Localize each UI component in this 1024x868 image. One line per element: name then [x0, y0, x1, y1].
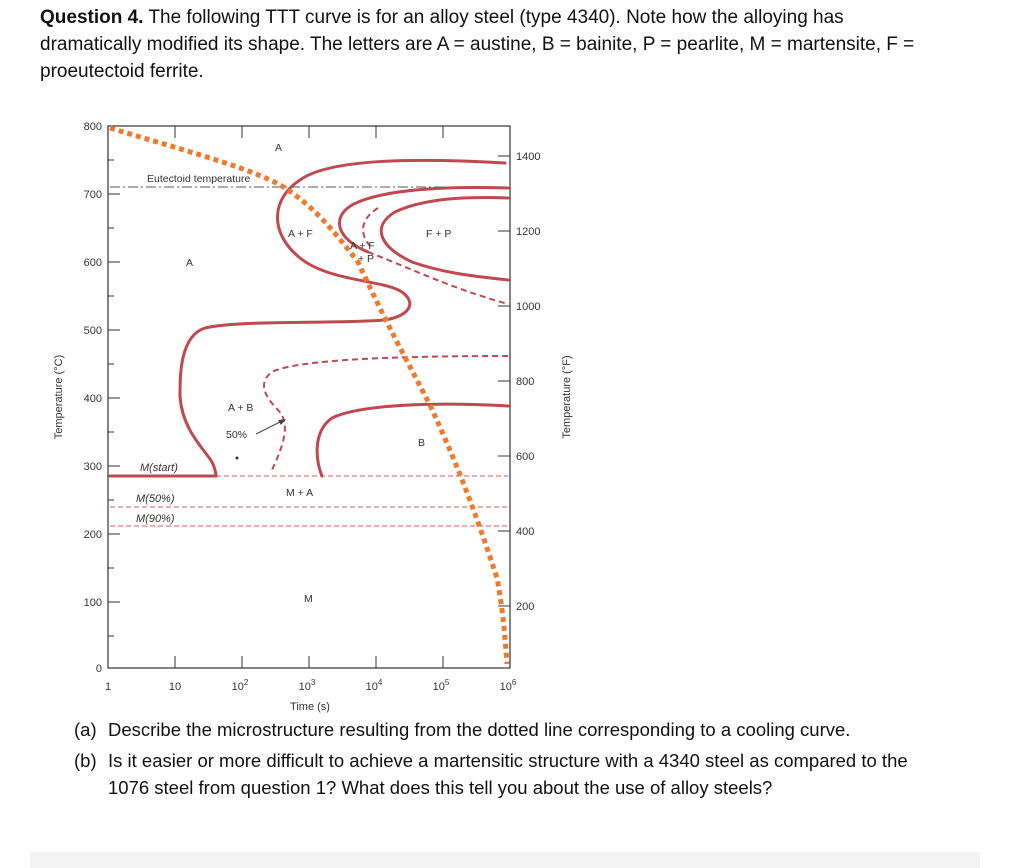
right-tick-marks [498, 155, 510, 607]
right-tick-label: 800 [516, 376, 534, 388]
sub-questions: (a) Describe the microstructure resulting… [74, 716, 944, 805]
label-f-plus-p: F + P [426, 228, 451, 240]
left-tick-labels: 800 700 600 500 400 300 200 100 0 [84, 121, 102, 675]
x-tick-label: 104 [366, 678, 383, 693]
left-tick-label: 300 [84, 461, 102, 473]
left-tick-label: 700 [84, 189, 102, 201]
label-m-plus-a: M + A [286, 487, 313, 499]
x-tick-base: 10 [232, 681, 244, 693]
transformation-start-curve [108, 158, 507, 478]
pearlite-finish-curve [379, 196, 510, 282]
left-tick-label: 800 [84, 121, 102, 133]
left-tick-marks [108, 125, 120, 637]
label-a-plus-b: A + B [228, 402, 253, 414]
left-tick-label: 400 [84, 393, 102, 405]
label-m: M [304, 593, 313, 605]
x-tick-label: 10 [169, 681, 181, 693]
left-tick-label: 0 [96, 663, 102, 675]
question-text: Question 4. The following TTT curve is f… [40, 4, 940, 85]
x-tick-base: 10 [299, 681, 311, 693]
x-tick-labels: 1 10 102 103 104 105 106 [105, 678, 517, 693]
x-tick-exponent: 2 [244, 678, 249, 687]
right-tick-label: 400 [516, 526, 534, 538]
dot-marker [235, 456, 239, 460]
x-tick-exponent: 4 [378, 678, 383, 687]
bainite-50-dashed-curve [263, 355, 509, 471]
question-body: The following TTT curve is for an alloy … [40, 7, 915, 82]
x-tick-marks [174, 126, 444, 668]
label-fifty-percent: 50% [226, 429, 247, 441]
right-tick-labels: 1400 1200 1000 800 600 400 200 [516, 151, 540, 613]
left-tick-label: 500 [84, 325, 102, 337]
ttt-dashed-curves [263, 207, 509, 471]
fifty-percent-arrowhead [278, 419, 286, 425]
bainite-finish-curve [315, 402, 510, 478]
question-number: Question 4. [40, 7, 144, 28]
label-a-mid: A [186, 257, 193, 269]
x-tick-base: 10 [500, 681, 512, 693]
label-eutectoid: Eutectoid temperature [147, 173, 250, 185]
x-tick-label: 103 [299, 678, 316, 693]
x-tick-exponent: 5 [445, 678, 450, 687]
martensite-labels: M(start) M(50%) M(90%) [136, 462, 178, 525]
label-a-plus-f-p-2: + P [358, 253, 374, 265]
cooling-path [109, 125, 510, 665]
x-tick-label: 106 [500, 678, 517, 693]
right-tick-label: 1000 [516, 301, 540, 313]
bottom-shade [30, 852, 980, 868]
label-a-plus-f: A + F [288, 228, 313, 240]
label-a-top: A [275, 142, 282, 154]
left-tick-label: 200 [84, 529, 102, 541]
left-tick-label: 100 [84, 597, 102, 609]
region-labels: A Eutectoid temperature A + F A + F + P … [147, 142, 451, 605]
sub-question-text: Is it easier or more difficult to achiev… [108, 750, 908, 798]
right-axis-label: Temperature (°F) [561, 355, 573, 438]
sub-question-text: Describe the microstructure resulting fr… [108, 719, 851, 740]
label-m-90: M(90%) [136, 513, 175, 525]
label-a-plus-f-p-1: A + F [350, 240, 375, 252]
label-b: B [418, 437, 425, 449]
left-tick-label: 600 [84, 257, 102, 269]
fifty-percent-arrow [255, 419, 285, 435]
sub-question-b: (b) Is it easier or more difficult to ach… [74, 747, 944, 801]
sub-question-label: (b) [74, 750, 97, 771]
ttt-curves [108, 158, 510, 478]
x-tick-label: 105 [433, 678, 450, 693]
right-tick-label: 1200 [516, 226, 540, 238]
x-tick-exponent: 6 [512, 678, 517, 687]
sub-question-label: (a) [74, 719, 97, 740]
ttt-diagram: 800 700 600 500 400 300 200 100 0 1400 1… [53, 121, 573, 713]
right-tick-label: 1400 [516, 151, 540, 163]
x-tick-label: 1 [105, 681, 111, 693]
right-tick-label: 600 [516, 451, 534, 463]
ap-dashed-curve [362, 207, 379, 247]
x-tick-exponent: 3 [311, 678, 316, 687]
x-tick-base: 10 [366, 681, 378, 693]
label-m-start: M(start) [140, 462, 178, 474]
x-tick-label: 102 [232, 678, 249, 693]
pearlite-start-curve [337, 186, 510, 254]
label-m-50: M(50%) [136, 493, 175, 505]
pearlite-dashed-curve [367, 251, 509, 305]
x-axis-label: Time (s) [290, 701, 330, 713]
sub-question-a: (a) Describe the microstructure resulting… [74, 716, 944, 743]
right-tick-label: 200 [516, 601, 534, 613]
left-axis-label: Temperature (°C) [53, 355, 65, 439]
x-tick-base: 10 [433, 681, 445, 693]
